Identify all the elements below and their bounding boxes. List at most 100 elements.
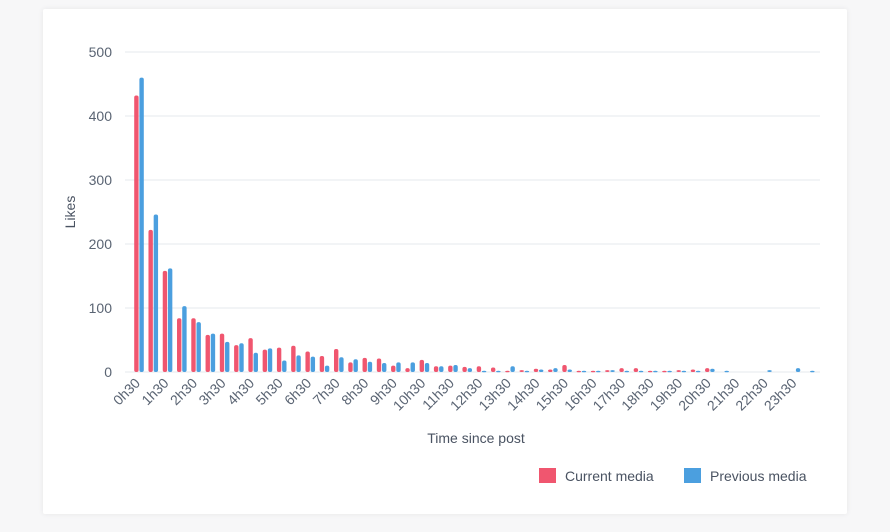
bar-current-19h30 xyxy=(676,370,681,372)
legend: Current media Previous media xyxy=(539,468,807,484)
bar-previous-22h30 xyxy=(767,370,772,372)
bar-current-4h00 xyxy=(234,345,239,372)
y-tick-label: 100 xyxy=(89,300,113,316)
bar-previous-5h00 xyxy=(267,348,273,372)
bar-previous-6h30 xyxy=(310,356,316,372)
bar-previous-20h00 xyxy=(695,370,701,373)
bar-current-13h00 xyxy=(490,367,496,372)
bar-current-3h00 xyxy=(205,334,210,372)
bar-previous-5h30 xyxy=(282,360,287,372)
bar-previous-8h30 xyxy=(367,361,373,372)
bar-previous-14h30 xyxy=(538,369,544,372)
x-tick-label: 1h30 xyxy=(138,375,171,408)
y-tick-label: 500 xyxy=(89,44,113,60)
bar-previous-15h30 xyxy=(567,369,572,372)
bar-current-20h30 xyxy=(705,368,710,372)
bar-previous-1h30 xyxy=(167,268,173,372)
bar-current-6h30 xyxy=(305,351,310,372)
bar-previous-9h00 xyxy=(382,363,387,372)
legend-swatch-current xyxy=(539,468,556,483)
y-tick-label: 200 xyxy=(89,236,113,252)
bar-current-12h00 xyxy=(462,366,467,372)
bar-current-18h30 xyxy=(647,370,653,373)
bar-current-20h00 xyxy=(690,369,696,372)
bar-current-9h00 xyxy=(376,358,382,372)
bar-current-6h00 xyxy=(291,345,296,372)
bar-previous-12h30 xyxy=(481,370,487,373)
bar-current-14h30 xyxy=(533,368,539,372)
bar-current-10h00 xyxy=(405,368,410,372)
bar-current-19h00 xyxy=(662,370,667,373)
bar-current-17h00 xyxy=(605,370,610,372)
bar-current-17h30 xyxy=(619,368,624,372)
bar-previous-11h30 xyxy=(453,364,458,372)
legend-label-current: Current media xyxy=(565,468,654,484)
y-tick-label: 0 xyxy=(104,364,112,380)
bar-current-1h30 xyxy=(162,270,168,372)
bar-previous-15h00 xyxy=(553,368,558,372)
bar-previous-6h00 xyxy=(296,355,301,372)
legend-label-previous: Previous media xyxy=(710,468,807,484)
bar-current-11h30 xyxy=(448,365,453,372)
x-tick-label: 8h30 xyxy=(338,375,371,408)
bar-current-16h30 xyxy=(590,370,596,373)
bar-current-18h00 xyxy=(633,368,639,372)
bar-current-14h00 xyxy=(519,370,524,372)
x-tick-label: 23h30 xyxy=(761,375,800,414)
bar-current-8h30 xyxy=(362,357,367,372)
bar-previous-3h30 xyxy=(225,341,230,372)
x-tick-label: 5h30 xyxy=(252,375,285,408)
bar-current-8h00 xyxy=(348,362,353,372)
x-tick-label: 0h30 xyxy=(110,375,143,408)
bar-previous-8h00 xyxy=(353,359,358,372)
x-axis-ticks: 0h301h302h303h304h305h306h307h308h309h30… xyxy=(110,375,800,414)
legend-swatch-previous xyxy=(684,468,701,483)
bar-previous-1h00 xyxy=(153,214,159,372)
bar-current-11h00 xyxy=(433,366,439,372)
bar-current-5h00 xyxy=(262,349,268,372)
bar-previous-3h00 xyxy=(210,333,216,372)
bar-previous-14h00 xyxy=(524,370,530,373)
bar-current-2h00 xyxy=(177,318,182,372)
bar-current-3h30 xyxy=(219,333,225,372)
bar-current-13h30 xyxy=(505,370,510,373)
bar-current-9h30 xyxy=(391,365,396,372)
x-tick-label: 7h30 xyxy=(310,375,343,408)
bar-current-7h00 xyxy=(319,356,325,372)
bar-previous-24h00 xyxy=(810,370,815,373)
x-tick-label: 4h30 xyxy=(224,375,257,408)
bar-previous-2h30 xyxy=(196,322,201,372)
x-tick-label: 10h30 xyxy=(390,375,429,414)
x-axis-title: Time since post xyxy=(427,430,525,446)
bar-previous-7h30 xyxy=(339,357,344,372)
bar-current-4h30 xyxy=(248,338,253,372)
x-tick-label: 3h30 xyxy=(195,375,228,408)
x-tick-label: 6h30 xyxy=(281,375,314,408)
bar-current-15h00 xyxy=(548,369,553,372)
bar-previous-17h30 xyxy=(624,370,630,373)
bar-current-1h00 xyxy=(148,229,153,372)
bar-previous-16h00 xyxy=(581,370,587,373)
y-axis-title: Likes xyxy=(62,196,78,229)
bar-previous-17h00 xyxy=(610,370,615,372)
bar-previous-7h00 xyxy=(324,365,330,372)
bar-previous-20h30 xyxy=(710,368,715,372)
bar-previous-16h30 xyxy=(596,370,601,373)
bar-current-15h30 xyxy=(562,364,567,372)
bar-previous-10h00 xyxy=(410,362,415,372)
bar-current-12h30 xyxy=(476,366,482,372)
bars xyxy=(134,77,815,373)
bar-previous-4h30 xyxy=(253,352,258,372)
grid-lines xyxy=(125,51,820,373)
bar-current-7h30 xyxy=(333,348,339,372)
bar-previous-21h00 xyxy=(724,370,729,373)
bar-previous-18h30 xyxy=(653,370,658,373)
bar-current-5h30 xyxy=(276,347,282,372)
y-tick-label: 400 xyxy=(89,108,113,124)
bar-previous-19h00 xyxy=(667,370,672,373)
bar-previous-2h00 xyxy=(182,306,187,372)
y-tick-label: 300 xyxy=(89,172,113,188)
bar-previous-23h30 xyxy=(795,368,801,372)
bar-previous-11h00 xyxy=(439,366,444,372)
